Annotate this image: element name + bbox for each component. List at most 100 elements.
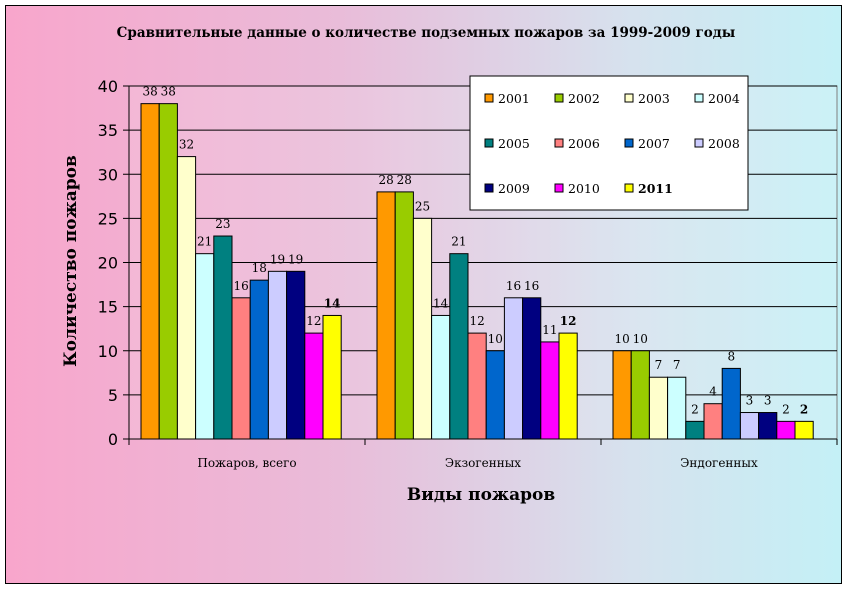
bar [213, 235, 233, 440]
data-label: 18 [252, 261, 267, 275]
bar [758, 412, 778, 440]
data-label: 38 [142, 85, 157, 99]
bar [721, 367, 741, 440]
bar [794, 420, 814, 440]
y-tick-label: 40 [98, 77, 118, 96]
legend-swatch [554, 138, 564, 148]
chart-svg: Сравнительные данные о количестве подзем… [61, 25, 838, 505]
bar [267, 270, 288, 440]
bar [140, 103, 160, 440]
legend-swatch [624, 183, 634, 193]
y-tick-label: 35 [98, 121, 118, 140]
bar [503, 297, 524, 440]
data-label: 28 [378, 173, 393, 187]
data-label: 4 [709, 385, 717, 399]
bar [412, 217, 433, 440]
data-label: 16 [233, 279, 248, 293]
legend-swatch [624, 138, 634, 148]
data-label: 16 [524, 279, 539, 293]
y-tick-label: 10 [98, 342, 118, 361]
x-tick-label: Пожаров, всего [197, 456, 296, 470]
bar [231, 297, 251, 440]
data-label: 19 [288, 252, 303, 266]
bar [776, 420, 796, 440]
y-tick-label: 5 [108, 386, 118, 405]
y-tick-label: 0 [108, 430, 118, 449]
bar [431, 314, 451, 440]
bar [739, 412, 760, 440]
data-label: 3 [746, 394, 754, 408]
data-label: 2 [782, 402, 790, 416]
data-label: 21 [451, 235, 466, 249]
data-label: 2 [691, 402, 699, 416]
legend-swatch [554, 183, 564, 193]
bar [558, 332, 578, 440]
legend-swatch [694, 138, 704, 148]
legend-label: 2003 [638, 91, 670, 106]
bar [703, 403, 723, 440]
data-label: 10 [488, 332, 503, 346]
y-tick-label: 30 [98, 165, 118, 184]
chart-frame: Сравнительные данные о количестве подзем… [5, 5, 842, 584]
legend-swatch [624, 93, 634, 103]
data-label: 7 [655, 358, 663, 372]
bar [176, 156, 197, 440]
bar [467, 332, 487, 440]
legend-swatch [484, 138, 494, 148]
bar [648, 376, 669, 440]
bar [249, 279, 269, 440]
x-tick-label: Эндогенных [680, 456, 758, 470]
data-label: 25 [415, 199, 430, 213]
bar [376, 191, 396, 440]
data-label: 14 [324, 296, 341, 310]
data-label: 2 [800, 402, 808, 416]
data-label: 14 [433, 296, 449, 310]
chart-title: Сравнительные данные о количестве подзем… [117, 25, 736, 41]
data-label: 32 [179, 138, 194, 152]
legend-label: 2004 [708, 91, 740, 106]
bar [667, 376, 687, 440]
legend-label: 2010 [568, 181, 600, 196]
data-label: 12 [469, 314, 484, 328]
legend-label: 2007 [638, 136, 670, 151]
data-label: 28 [397, 173, 412, 187]
bar [540, 341, 560, 440]
legend-label: 2008 [708, 136, 740, 151]
bar [522, 297, 542, 440]
bar [158, 103, 178, 440]
data-label: 21 [197, 235, 212, 249]
legend-label: 2001 [498, 91, 530, 106]
bar [304, 332, 324, 440]
data-label: 19 [270, 252, 285, 266]
legend-label: 2002 [568, 91, 600, 106]
legend-swatch [484, 183, 494, 193]
y-axis-title: Количество пожаров [61, 155, 81, 367]
y-tick-label: 25 [98, 209, 118, 228]
legend-swatch [694, 93, 704, 103]
bar [685, 420, 705, 440]
legend-label: 2006 [568, 136, 600, 151]
bar [394, 191, 414, 440]
data-label: 8 [727, 349, 735, 363]
data-label: 38 [161, 85, 176, 99]
y-tick-label: 15 [98, 298, 118, 317]
data-label: 16 [506, 279, 521, 293]
data-label: 23 [215, 217, 230, 231]
data-label: 10 [633, 332, 648, 346]
bar [195, 253, 215, 440]
bar [612, 350, 632, 440]
data-label: 11 [542, 323, 557, 337]
y-tick-label: 20 [98, 254, 118, 273]
legend-label: 2009 [498, 181, 530, 196]
data-label: 3 [764, 394, 772, 408]
legend-swatch [484, 93, 494, 103]
bar [449, 253, 469, 440]
legend-swatch [554, 93, 564, 103]
bar [322, 314, 342, 440]
data-label: 12 [306, 314, 321, 328]
bar [630, 350, 650, 440]
x-axis-title: Виды пожаров [407, 485, 555, 505]
legend-label: 2005 [498, 136, 530, 151]
data-label: 12 [560, 314, 577, 328]
